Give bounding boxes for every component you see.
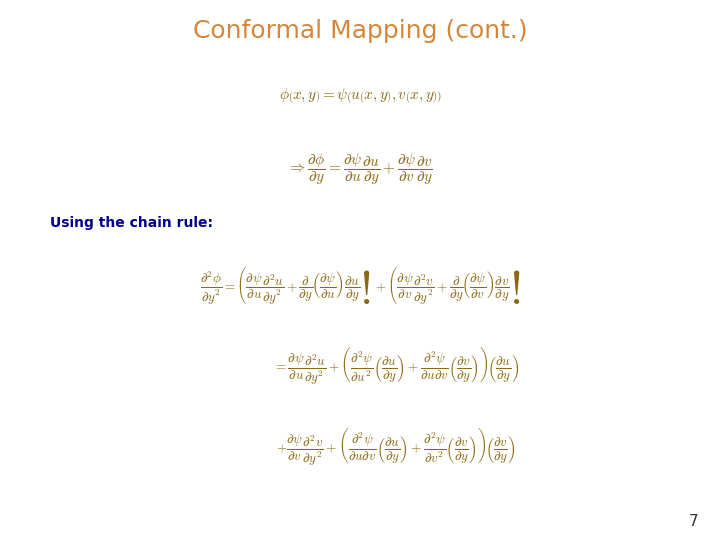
Text: $\dfrac{\partial^{2}\phi}{\partial y^{2}}=\left(\dfrac{\partial\psi}{\partial u}: $\dfrac{\partial^{2}\phi}{\partial y^{2}… xyxy=(200,265,520,306)
Text: 7: 7 xyxy=(689,514,698,529)
Text: $\Rightarrow\dfrac{\partial\phi}{\partial y}=\dfrac{\partial\psi}{\partial u}\df: $\Rightarrow\dfrac{\partial\phi}{\partia… xyxy=(287,151,433,187)
Text: $+\dfrac{\partial\psi}{\partial v}\dfrac{\partial^{2}v}{\partial y^{2}}+\left(\d: $+\dfrac{\partial\psi}{\partial v}\dfrac… xyxy=(276,427,516,468)
Text: Conformal Mapping (cont.): Conformal Mapping (cont.) xyxy=(193,19,527,43)
Text: Using the chain rule:: Using the chain rule: xyxy=(50,216,213,230)
Text: $=\dfrac{\partial\psi}{\partial u}\dfrac{\partial^{2}u}{\partial y^{2}}+\left(\d: $=\dfrac{\partial\psi}{\partial u}\dfrac… xyxy=(273,346,519,387)
Text: $\phi\left(x,y\right)=\psi\left(u\left(x,y\right),v\left(x,y\right)\right)$: $\phi\left(x,y\right)=\psi\left(u\left(x… xyxy=(279,86,441,105)
